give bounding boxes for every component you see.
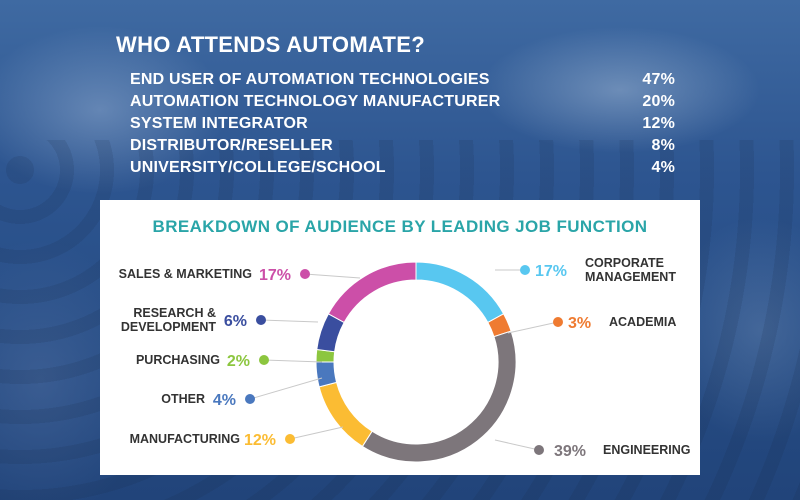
category-label-corporate-management: MANAGEMENT: [585, 270, 676, 284]
stat-label: SYSTEM INTEGRATOR: [130, 115, 308, 132]
stat-value: 47%: [642, 71, 675, 88]
leader-line: [260, 319, 319, 323]
data-label-academia: 3%: [568, 315, 591, 332]
slice-sales-marketing: [327, 261, 417, 324]
legend-dot: [259, 355, 269, 365]
leader-line: [289, 426, 344, 440]
stat-label: UNIVERSITY/COLLEGE/SCHOOL: [130, 159, 386, 176]
legend-dot: [285, 434, 295, 444]
category-label-academia: ACADEMIA: [609, 315, 676, 329]
data-label-purchasing: 2%: [227, 353, 250, 370]
leader-line: [494, 439, 540, 451]
category-label-purchasing: PURCHASING: [136, 353, 220, 367]
category-label-sales-marketing: SALES & MARKETING: [119, 267, 252, 281]
stat-label: AUTOMATION TECHNOLOGY MANUFACTURER: [130, 93, 501, 110]
leader-line: [249, 377, 323, 400]
attendee-stats: END USER OF AUTOMATION TECHNOLOGIES 47% …: [130, 69, 675, 179]
category-label-engineering: ENGINEERING: [603, 443, 691, 457]
data-label-engineering: 39%: [554, 443, 586, 460]
category-label-manufacturing: MANUFACTURING: [130, 432, 240, 446]
category-label-research-development: DEVELOPMENT: [121, 320, 217, 334]
stat-label: DISTRIBUTOR/RESELLER: [130, 137, 333, 154]
slice-engineering: [361, 330, 517, 463]
stat-value: 12%: [642, 115, 675, 132]
slice-other: [315, 361, 338, 388]
data-label-research-development: 6%: [224, 313, 247, 330]
leader-line: [304, 273, 361, 279]
legend-dot: [256, 315, 266, 325]
legend-dot: [553, 317, 563, 327]
chart-title: BREAKDOWN OF AUDIENCE BY LEADING JOB FUN…: [152, 217, 648, 236]
category-label-research-development: RESEARCH &: [133, 306, 216, 320]
legend-dot: [520, 265, 530, 275]
leader-line: [263, 359, 323, 363]
legend-dot: [245, 394, 255, 404]
stat-row: END USER OF AUTOMATION TECHNOLOGIES 47%: [130, 69, 675, 91]
data-label-manufacturing: 12%: [244, 432, 276, 449]
legend-dot: [300, 269, 310, 279]
category-label-other: OTHER: [161, 392, 205, 406]
stat-row: DISTRIBUTOR/RESELLER 8%: [130, 135, 675, 157]
stat-row: AUTOMATION TECHNOLOGY MANUFACTURER 20%: [130, 91, 675, 113]
data-label-corporate-management: 17%: [535, 263, 567, 280]
stat-value: 4%: [651, 159, 675, 176]
headline: WHO ATTENDS AUTOMATE?: [116, 32, 425, 57]
slice-corporate-management: [415, 261, 505, 324]
stat-row: UNIVERSITY/COLLEGE/SCHOOL 4%: [130, 157, 675, 179]
data-label-other: 4%: [213, 392, 236, 409]
data-label-sales-marketing: 17%: [259, 267, 291, 284]
category-label-corporate-management: CORPORATE: [585, 256, 664, 270]
legend-dot: [534, 445, 544, 455]
chart-panel: BREAKDOWN OF AUDIENCE BY LEADING JOB FUN…: [100, 200, 700, 475]
stat-value: 8%: [651, 137, 675, 154]
leader-line: [507, 321, 559, 334]
stat-row: SYSTEM INTEGRATOR 12%: [130, 113, 675, 135]
stat-label: END USER OF AUTOMATION TECHNOLOGIES: [130, 71, 490, 88]
stat-value: 20%: [642, 93, 675, 110]
slice-manufacturing: [318, 381, 373, 448]
